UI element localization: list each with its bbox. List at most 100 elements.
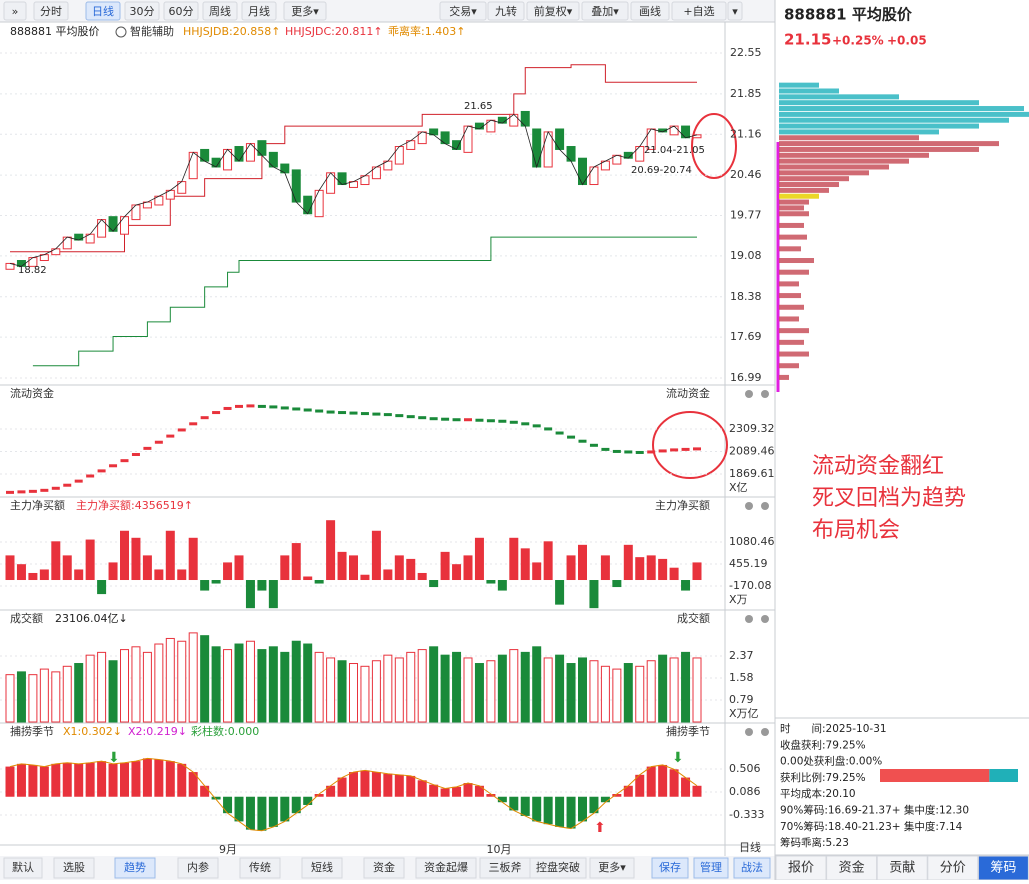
bottom-tab-label[interactable]: 战法 xyxy=(741,860,763,874)
value-bar xyxy=(108,763,118,797)
candle xyxy=(314,189,324,218)
tool-button[interactable] xyxy=(439,1,487,21)
side-tab-label[interactable]: 贡献 xyxy=(889,861,915,876)
close-icon[interactable] xyxy=(761,390,769,398)
tool-button[interactable] xyxy=(727,1,743,21)
tab-button[interactable] xyxy=(124,1,160,21)
close-icon[interactable] xyxy=(761,728,769,736)
value-bar xyxy=(589,580,599,609)
tab-label[interactable]: 分时 xyxy=(40,5,62,18)
value-bar xyxy=(509,796,519,811)
tool-button[interactable] xyxy=(487,1,525,21)
chip-bar xyxy=(779,111,1029,117)
bottom-tab-label[interactable]: 更多▾ xyxy=(598,860,626,874)
tab-label[interactable]: 月线 xyxy=(248,4,270,18)
panel-title-right: 主力净买额 xyxy=(655,498,710,512)
bottom-tab-label[interactable]: 短线 xyxy=(311,860,333,874)
bottom-tab-label[interactable]: 传统 xyxy=(249,861,271,874)
tab-label[interactable]: » xyxy=(12,5,19,18)
tab-label[interactable]: 周线 xyxy=(209,4,231,18)
tab-button[interactable] xyxy=(202,1,238,21)
bottom-tab-label[interactable]: 内参 xyxy=(187,860,209,874)
value-bar xyxy=(543,796,553,825)
value-bar xyxy=(314,794,324,797)
side-tab-label[interactable]: 分价 xyxy=(940,861,966,876)
tool-button[interactable] xyxy=(671,1,727,21)
signal-arrow: ⬆ xyxy=(594,820,606,836)
chip-bar xyxy=(779,146,979,152)
chip-bar xyxy=(779,187,829,193)
bottom-tab[interactable] xyxy=(529,857,587,879)
bottom-tab[interactable] xyxy=(415,857,477,879)
panel-title-right: 流动资金 xyxy=(666,386,710,400)
bottom-tab[interactable] xyxy=(301,857,343,879)
close-icon[interactable] xyxy=(761,615,769,623)
tab-label[interactable]: 日线 xyxy=(92,4,114,18)
tab-button[interactable] xyxy=(163,1,199,21)
candle xyxy=(555,128,565,150)
side-tab[interactable] xyxy=(775,855,827,881)
value-bar xyxy=(406,775,416,797)
tool-label[interactable]: 画线 xyxy=(639,4,661,18)
bottom-tab-label[interactable]: 资金起爆 xyxy=(424,860,468,874)
tab-button[interactable] xyxy=(3,1,27,21)
tab-label[interactable]: 更多▾ xyxy=(291,4,319,18)
bottom-tab[interactable] xyxy=(177,857,219,879)
side-tab[interactable] xyxy=(927,855,979,881)
volume-bar xyxy=(360,665,370,723)
value-bar xyxy=(486,580,496,584)
indicator: 乖离率:1.403↑ xyxy=(388,24,465,38)
bottom-tab-label[interactable]: 控盘突破 xyxy=(536,860,580,874)
tool-label[interactable]: ▾ xyxy=(732,5,738,18)
bottom-tab-label[interactable]: 选股 xyxy=(63,861,85,874)
volume-bar xyxy=(291,640,301,723)
tool-label[interactable]: +自选 xyxy=(683,5,714,18)
tool-label[interactable]: 叠加▾ xyxy=(591,5,619,18)
bottom-tab-label[interactable]: 三板斧 xyxy=(489,860,522,874)
tab-button[interactable] xyxy=(85,1,121,21)
bottom-tab[interactable] xyxy=(363,857,405,879)
candle xyxy=(131,204,141,221)
tab-label[interactable]: 60分 xyxy=(169,5,194,18)
bottom-tab-label[interactable]: 资金 xyxy=(373,860,395,874)
close-icon[interactable] xyxy=(761,502,769,510)
side-tab-label[interactable]: 资金 xyxy=(839,860,865,876)
bottom-tab[interactable] xyxy=(589,857,635,879)
y-tick-label: 21.16 xyxy=(730,127,762,140)
tool-label[interactable]: 前复权▾ xyxy=(534,4,573,18)
settings-icon[interactable] xyxy=(745,728,753,736)
tool-label[interactable]: 九转 xyxy=(495,4,517,18)
side-tab-label[interactable]: 筹码 xyxy=(990,860,1016,876)
bottom-tab-label[interactable]: 管理 xyxy=(700,860,722,874)
bottom-tab[interactable] xyxy=(693,857,729,879)
tool-button[interactable] xyxy=(581,1,629,21)
value-bar xyxy=(120,762,129,797)
settings-icon[interactable] xyxy=(745,390,753,398)
bottom-tab[interactable] xyxy=(53,857,95,879)
loss-bar xyxy=(989,769,1018,782)
volume-bar xyxy=(97,651,107,723)
bottom-tab-label[interactable]: 默认 xyxy=(12,861,34,874)
bottom-tab-label[interactable]: 保存 xyxy=(659,860,681,874)
tab-button[interactable] xyxy=(241,1,277,21)
bottom-tab[interactable] xyxy=(114,857,156,879)
tool-button[interactable] xyxy=(526,1,580,21)
tab-button[interactable] xyxy=(283,1,327,21)
assist[interactable]: 智能辅助 xyxy=(130,24,174,38)
side-tab[interactable] xyxy=(826,855,878,881)
bottom-tab[interactable] xyxy=(3,857,43,879)
bottom-tab[interactable] xyxy=(733,857,771,879)
settings-icon[interactable] xyxy=(745,615,753,623)
tool-button[interactable] xyxy=(630,1,670,21)
settings-icon[interactable] xyxy=(745,502,753,510)
side-tab[interactable] xyxy=(876,855,928,881)
tab-button[interactable] xyxy=(33,1,69,21)
value-bar xyxy=(51,763,61,797)
bottom-tab[interactable] xyxy=(239,857,281,879)
tool-label[interactable]: 交易▾ xyxy=(449,4,477,18)
bottom-tab[interactable] xyxy=(651,857,689,879)
tab-label[interactable]: 30分 xyxy=(130,5,155,18)
bottom-tab-label[interactable]: 趋势 xyxy=(124,861,146,874)
value-bar xyxy=(635,557,645,581)
side-tab-label[interactable]: 报价 xyxy=(788,861,814,876)
